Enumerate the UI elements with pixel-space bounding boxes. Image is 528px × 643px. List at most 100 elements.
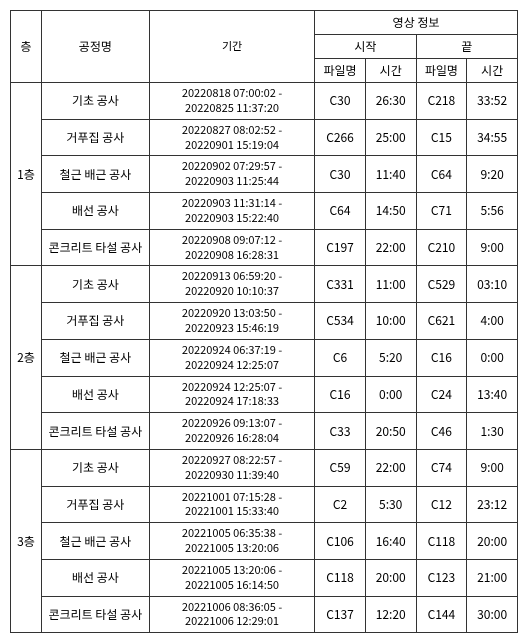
table-row: 콘크리트 타설 공사20220926 09:13:07 -20220926 16…	[11, 413, 518, 450]
start-time-cell: 26:30	[365, 83, 416, 120]
period-cell: 20221006 08:36:05 -20221006 12:29:01	[149, 596, 314, 633]
start-time-cell: 20:50	[365, 413, 416, 450]
process-cell: 콘크리트 타설 공사	[41, 413, 149, 450]
period-cell: 20220827 08:02:52 -20220901 15:19:04	[149, 119, 314, 156]
header-video-info: 영상 정보	[315, 11, 518, 35]
end-file-cell: C529	[416, 266, 467, 303]
start-file-cell: C331	[315, 266, 366, 303]
process-cell: 배선 공사	[41, 559, 149, 596]
end-file-cell: C71	[416, 193, 467, 230]
table-row: 거푸집 공사20221001 07:15:28 -20221001 15:33:…	[11, 486, 518, 523]
header-floor: 층	[11, 11, 42, 83]
period-cell: 20220908 09:07:12 -20220908 16:28:31	[149, 229, 314, 266]
start-file-cell: C30	[315, 156, 366, 193]
start-file-cell: C266	[315, 119, 366, 156]
start-time-cell: 0:00	[365, 376, 416, 413]
start-file-cell: C59	[315, 449, 366, 486]
end-file-cell: C64	[416, 156, 467, 193]
period-cell: 20220924 12:25:07 -20220924 17:18:33	[149, 376, 314, 413]
header-start-time: 시간	[365, 59, 416, 83]
end-file-cell: C621	[416, 303, 467, 340]
process-cell: 기초 공사	[41, 449, 149, 486]
table-row: 2층기초 공사20220913 06:59:20 -20220920 10:10…	[11, 266, 518, 303]
start-time-cell: 5:20	[365, 339, 416, 376]
table-row: 철근 배근 공사20221005 06:35:38 -20221005 13:2…	[11, 523, 518, 560]
start-time-cell: 22:00	[365, 229, 416, 266]
end-file-cell: C16	[416, 339, 467, 376]
end-time-cell: 33:52	[467, 83, 518, 120]
process-cell: 기초 공사	[41, 266, 149, 303]
process-cell: 철근 배근 공사	[41, 339, 149, 376]
header-period: 기간	[149, 11, 314, 83]
period-cell: 20221005 13:20:06 -20221005 16:14:50	[149, 559, 314, 596]
process-cell: 철근 배근 공사	[41, 523, 149, 560]
end-time-cell: 20:00	[467, 523, 518, 560]
period-cell: 20220913 06:59:20 -20220920 10:10:37	[149, 266, 314, 303]
period-cell: 20220903 11:31:14 -20220903 15:22:40	[149, 193, 314, 230]
process-cell: 콘크리트 타설 공사	[41, 596, 149, 633]
period-cell: 20220902 07:29:57 -20220903 11:25:44	[149, 156, 314, 193]
process-cell: 거푸집 공사	[41, 486, 149, 523]
start-file-cell: C2	[315, 486, 366, 523]
floor-cell: 3층	[11, 449, 42, 632]
start-time-cell: 14:50	[365, 193, 416, 230]
process-cell: 거푸집 공사	[41, 119, 149, 156]
table-row: 배선 공사20220903 11:31:14 -20220903 15:22:4…	[11, 193, 518, 230]
table-row: 배선 공사20220924 12:25:07 -20220924 17:18:3…	[11, 376, 518, 413]
end-file-cell: C118	[416, 523, 467, 560]
process-cell: 콘크리트 타설 공사	[41, 229, 149, 266]
end-time-cell: 23:12	[467, 486, 518, 523]
table-row: 철근 배근 공사20220924 06:37:19 -20220924 12:2…	[11, 339, 518, 376]
period-cell: 20220926 09:13:07 -20220926 16:28:04	[149, 413, 314, 450]
period-cell: 20221001 07:15:28 -20221001 15:33:40	[149, 486, 314, 523]
period-cell: 20220920 13:03:50 -20220923 15:46:19	[149, 303, 314, 340]
start-time-cell: 5:30	[365, 486, 416, 523]
process-cell: 기초 공사	[41, 83, 149, 120]
start-time-cell: 12:20	[365, 596, 416, 633]
start-time-cell: 20:00	[365, 559, 416, 596]
end-file-cell: C144	[416, 596, 467, 633]
start-file-cell: C64	[315, 193, 366, 230]
table-row: 콘크리트 타설 공사20221006 08:36:05 -20221006 12…	[11, 596, 518, 633]
end-time-cell: 9:00	[467, 229, 518, 266]
header-end-time: 시간	[467, 59, 518, 83]
end-time-cell: 0:00	[467, 339, 518, 376]
start-file-cell: C30	[315, 83, 366, 120]
start-time-cell: 11:40	[365, 156, 416, 193]
start-file-cell: C118	[315, 559, 366, 596]
process-cell: 거푸집 공사	[41, 303, 149, 340]
start-time-cell: 22:00	[365, 449, 416, 486]
process-cell: 배선 공사	[41, 376, 149, 413]
process-cell: 철근 배근 공사	[41, 156, 149, 193]
start-time-cell: 16:40	[365, 523, 416, 560]
end-time-cell: 9:00	[467, 449, 518, 486]
start-file-cell: C197	[315, 229, 366, 266]
end-time-cell: 9:20	[467, 156, 518, 193]
end-file-cell: C15	[416, 119, 467, 156]
floor-cell: 2층	[11, 266, 42, 449]
table-header: 층 공정명 기간 영상 정보 시작 끝 파일명 시간 파일명 시간	[11, 11, 518, 83]
table-body: 1층기초 공사20220818 07:00:02 -20220825 11:37…	[11, 83, 518, 633]
start-file-cell: C16	[315, 376, 366, 413]
period-cell: 20220927 08:22:57 -20220930 11:39:40	[149, 449, 314, 486]
end-time-cell: 21:00	[467, 559, 518, 596]
start-file-cell: C106	[315, 523, 366, 560]
construction-video-table: 층 공정명 기간 영상 정보 시작 끝 파일명 시간 파일명 시간 1층기초 공…	[10, 10, 518, 633]
end-file-cell: C74	[416, 449, 467, 486]
start-file-cell: C33	[315, 413, 366, 450]
header-start: 시작	[315, 35, 416, 59]
end-time-cell: 4:00	[467, 303, 518, 340]
end-file-cell: C123	[416, 559, 467, 596]
period-cell: 20220818 07:00:02 -20220825 11:37:20	[149, 83, 314, 120]
end-file-cell: C12	[416, 486, 467, 523]
end-time-cell: 30:00	[467, 596, 518, 633]
end-file-cell: C46	[416, 413, 467, 450]
end-file-cell: C24	[416, 376, 467, 413]
period-cell: 20221005 06:35:38 -20221005 13:20:06	[149, 523, 314, 560]
table-row: 거푸집 공사20220827 08:02:52 -20220901 15:19:…	[11, 119, 518, 156]
start-time-cell: 25:00	[365, 119, 416, 156]
start-time-cell: 10:00	[365, 303, 416, 340]
start-file-cell: C534	[315, 303, 366, 340]
end-time-cell: 5:56	[467, 193, 518, 230]
header-process: 공정명	[41, 11, 149, 83]
